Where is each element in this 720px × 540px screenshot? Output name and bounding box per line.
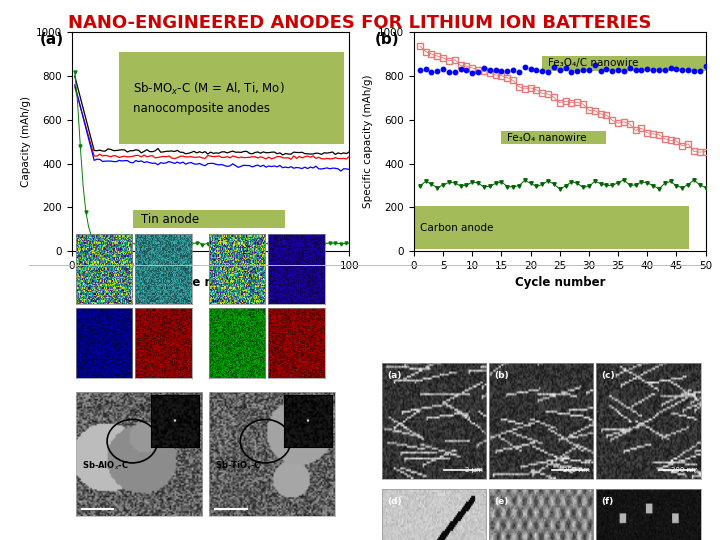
Text: Tin anode: Tin anode [141, 213, 199, 226]
Text: (b): (b) [374, 32, 399, 48]
Text: Carbon anode: Carbon anode [420, 223, 493, 233]
Y-axis label: Capacity (mAh/g): Capacity (mAh/g) [21, 96, 30, 187]
Text: 200 nm: 200 nm [670, 467, 698, 473]
Text: Sb-AlO$_x$-C: Sb-AlO$_x$-C [82, 460, 129, 472]
Text: (e): (e) [494, 497, 508, 506]
X-axis label: Cycle number: Cycle number [166, 276, 256, 289]
Text: Fe₃O₄ nanowire: Fe₃O₄ nanowire [508, 133, 587, 143]
X-axis label: Cycle number: Cycle number [515, 276, 605, 289]
Y-axis label: Specific capacity (mAh/g): Specific capacity (mAh/g) [363, 75, 372, 208]
Text: Sb-TiO$_x$-C: Sb-TiO$_x$-C [215, 460, 261, 472]
Bar [133, 210, 285, 228]
Bar [415, 206, 689, 249]
Text: Sb-MO$_x$-C (M = Al, Ti, Mo)
nanocomposite anodes: Sb-MO$_x$-C (M = Al, Ti, Mo) nanocomposi… [133, 81, 284, 115]
Text: (b): (b) [494, 371, 509, 380]
Bar [119, 52, 343, 144]
Text: 2 μm: 2 μm [465, 467, 483, 473]
Text: (f): (f) [601, 497, 613, 506]
Bar [501, 131, 606, 144]
Text: (a): (a) [387, 371, 401, 380]
Text: (a): (a) [40, 32, 64, 48]
Text: (c): (c) [601, 371, 615, 380]
Text: 200 nm: 200 nm [563, 467, 590, 473]
Text: Fe₃O₄/C nanowire: Fe₃O₄/C nanowire [548, 58, 639, 69]
Bar [542, 56, 706, 71]
Text: NANO-ENGINEERED ANODES FOR LITHIUM ION BATTERIES: NANO-ENGINEERED ANODES FOR LITHIUM ION B… [68, 14, 652, 31]
Text: (d): (d) [387, 497, 402, 506]
